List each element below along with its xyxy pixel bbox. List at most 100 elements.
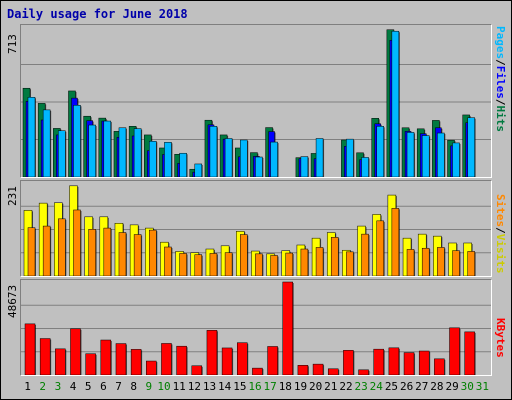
day-label: 25 <box>384 380 399 393</box>
sites-bar <box>27 227 36 276</box>
pages-bar <box>224 138 233 177</box>
kbytes-bar <box>418 350 430 375</box>
pages-bar <box>467 117 475 177</box>
day-label: 23 <box>354 380 368 393</box>
sites-bar <box>391 208 400 276</box>
hits-files-pages-chart <box>21 29 491 177</box>
legend-files: Files <box>494 65 507 99</box>
pages-bar <box>406 132 415 177</box>
pages-bar <box>118 127 127 177</box>
pages-bar <box>194 163 203 177</box>
day-label: 3 <box>54 380 62 393</box>
kbytes-bar <box>373 348 384 375</box>
day-label: 27 <box>415 380 429 393</box>
pages-bar <box>346 138 354 177</box>
kbytes-bar <box>464 331 475 375</box>
day-label: 16 <box>248 380 262 393</box>
hits-files-pages-panel <box>20 24 492 178</box>
day-label: 7 <box>115 380 122 393</box>
sites-bar <box>133 234 142 276</box>
hits-right-legend: Pages/Files/Hits <box>494 26 507 132</box>
sites-bar <box>224 252 233 276</box>
sites-bar <box>300 248 309 276</box>
pages-bar <box>149 140 157 177</box>
day-label: 9 <box>145 380 153 393</box>
pages-bar <box>452 142 460 177</box>
kbytes-bar <box>343 350 354 375</box>
pages-bar <box>376 126 384 177</box>
sites-bar <box>346 251 354 276</box>
pages-bar <box>270 141 278 177</box>
day-label: 18 <box>278 380 292 393</box>
visits-sites-chart <box>21 185 491 276</box>
kbytes-bar <box>115 343 127 375</box>
day-label: 31 <box>475 380 490 393</box>
sites-bar <box>467 251 475 276</box>
sites-bar <box>270 255 278 276</box>
day-label: 14 <box>218 380 232 393</box>
sites-bar <box>42 225 51 276</box>
kbytes-bar <box>358 369 369 375</box>
sites-bar <box>164 246 172 276</box>
day-label: 26 <box>399 380 414 393</box>
kbytes-bar <box>146 360 157 375</box>
day-label: 11 <box>172 380 186 393</box>
kbytes-bar <box>221 347 233 375</box>
day-label: 13 <box>202 380 217 393</box>
day-label: 30 <box>460 380 474 393</box>
sites-bar <box>406 249 415 276</box>
sites-bar <box>209 253 218 276</box>
pages-bar <box>164 142 172 177</box>
day-axis: 1 2 3 4 5 6 7 8 9 10 11 12 13 14 15 16 17 18 19 20 21 22 23 24 2… <box>20 380 490 394</box>
chart-title: Daily usage for June 2018 <box>7 7 188 21</box>
kbytes-bar <box>434 358 445 375</box>
kbytes-ymax-label: 48673 <box>6 284 19 318</box>
kbytes-bar <box>282 281 293 375</box>
day-label: 4 <box>69 380 77 393</box>
legend-kbytes: KBytes <box>494 318 507 358</box>
sites-bar <box>88 229 96 276</box>
pages-bar <box>133 128 142 177</box>
day-label: 22 <box>339 380 353 393</box>
day-label: 17 <box>263 380 277 393</box>
sites-bar <box>437 247 445 276</box>
day-label: 8 <box>130 380 138 393</box>
day-label: 24 <box>369 380 383 393</box>
sites-bar <box>58 218 66 276</box>
kbytes-right-legend: KBytes <box>494 318 507 358</box>
sites-bar <box>179 253 187 276</box>
kbytes-bar <box>24 323 36 375</box>
sites-bar <box>361 233 369 276</box>
kbytes-bar <box>252 367 263 375</box>
legend-sep: / <box>494 98 507 106</box>
pages-bar <box>421 135 430 177</box>
day-label: 6 <box>100 380 107 393</box>
visits-sites-panel <box>20 180 492 277</box>
pages-bar <box>27 97 36 177</box>
sites-bar <box>330 237 339 276</box>
kbytes-bar <box>100 339 112 375</box>
legend-hits: Hits <box>494 105 507 133</box>
sites-bar <box>149 229 157 276</box>
pages-bar <box>240 139 248 177</box>
kbytes-bar <box>403 352 415 375</box>
day-label: 12 <box>187 380 201 393</box>
pages-bar <box>255 156 263 177</box>
kbytes-bar <box>206 330 218 375</box>
legend-pages: Pages <box>494 26 507 60</box>
legend-sep: / <box>494 59 507 66</box>
kbytes-bar <box>55 348 66 375</box>
legend-sites: Sites <box>494 194 507 228</box>
legend-sep: / <box>494 227 507 234</box>
kbytes-bar <box>327 368 339 375</box>
sites-bar <box>376 220 384 276</box>
visits-ymax-label: 231 <box>6 186 19 206</box>
hits-ymax-label: 713 <box>6 34 19 54</box>
pages-bar <box>103 120 112 177</box>
day-label: 29 <box>445 380 459 393</box>
kbytes-bar <box>176 345 187 375</box>
sites-bar <box>452 250 460 276</box>
sites-bar <box>73 209 81 276</box>
kbytes-bar <box>130 349 142 375</box>
legend-visits: Visits <box>494 233 507 274</box>
